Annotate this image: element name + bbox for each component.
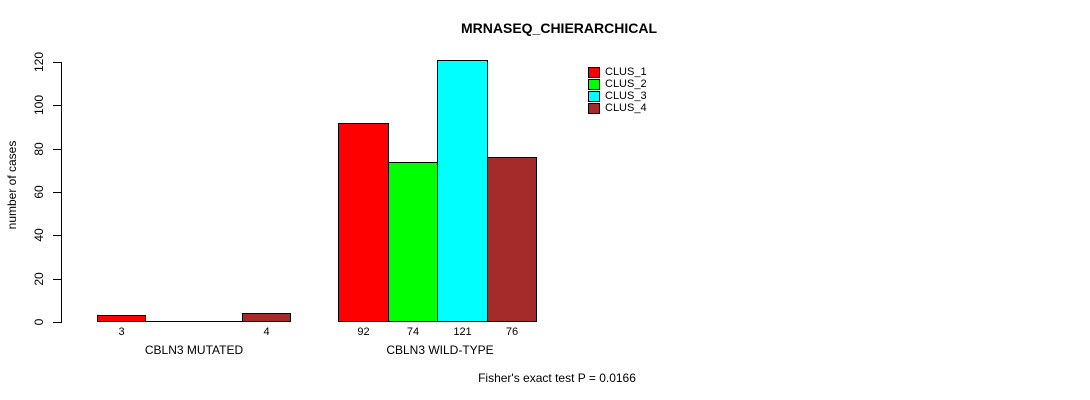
bar xyxy=(437,60,488,322)
bar xyxy=(487,157,537,322)
zero-bar-line xyxy=(145,321,195,322)
y-tick-label: 60 xyxy=(32,185,46,199)
legend-label: CLUS_3 xyxy=(605,90,647,102)
bar xyxy=(388,162,438,322)
legend-item: CLUS_4 xyxy=(588,102,647,114)
bar xyxy=(242,313,291,322)
bar-value-label: 121 xyxy=(453,326,472,338)
chart-title: MRNASEQ_CHIERARCHICAL xyxy=(460,20,658,36)
x-group-label: CBLN3 MUTATED xyxy=(144,343,244,357)
y-axis-label: number of cases xyxy=(5,140,19,230)
bar-value-label: 92 xyxy=(357,326,370,338)
legend-swatch-icon xyxy=(588,78,600,90)
x-group-label: CBLN3 WILD-TYPE xyxy=(386,343,494,357)
y-tick-label: 20 xyxy=(32,272,46,286)
legend-swatch-icon xyxy=(588,102,600,114)
y-tick xyxy=(53,322,61,323)
legend-swatch-icon xyxy=(588,90,600,102)
bar-value-label: 3 xyxy=(118,326,125,338)
y-tick-label: 100 xyxy=(32,94,46,116)
legend-label: CLUS_2 xyxy=(605,78,647,90)
y-tick xyxy=(53,279,61,280)
legend-item: CLUS_3 xyxy=(588,90,647,102)
y-tick xyxy=(53,62,61,63)
legend-label: CLUS_1 xyxy=(605,66,647,78)
y-tick-label: 0 xyxy=(32,318,46,326)
bar-value-label: 76 xyxy=(505,326,519,338)
y-tick xyxy=(53,149,61,150)
y-tick xyxy=(53,105,61,106)
y-tick-label: 80 xyxy=(32,142,46,156)
bar-value-label: 4 xyxy=(263,326,270,338)
bar-value-label: 74 xyxy=(406,326,420,338)
y-tick xyxy=(53,235,61,236)
legend-item: CLUS_1 xyxy=(588,66,647,78)
bar xyxy=(338,123,389,322)
y-tick-label: 40 xyxy=(32,228,46,242)
zero-bar-line xyxy=(194,321,243,322)
legend-swatch-icon xyxy=(588,66,600,78)
bar xyxy=(97,315,146,322)
legend-item: CLUS_2 xyxy=(588,78,647,90)
legend: CLUS_1 CLUS_2 CLUS_3 CLUS_4 xyxy=(588,66,647,114)
y-tick xyxy=(53,192,61,193)
legend-label: CLUS_4 xyxy=(605,102,647,114)
y-axis-line xyxy=(61,62,62,323)
y-tick-label: 120 xyxy=(32,51,46,73)
annotation-text: Fisher's exact test P = 0.0166 xyxy=(478,371,636,385)
